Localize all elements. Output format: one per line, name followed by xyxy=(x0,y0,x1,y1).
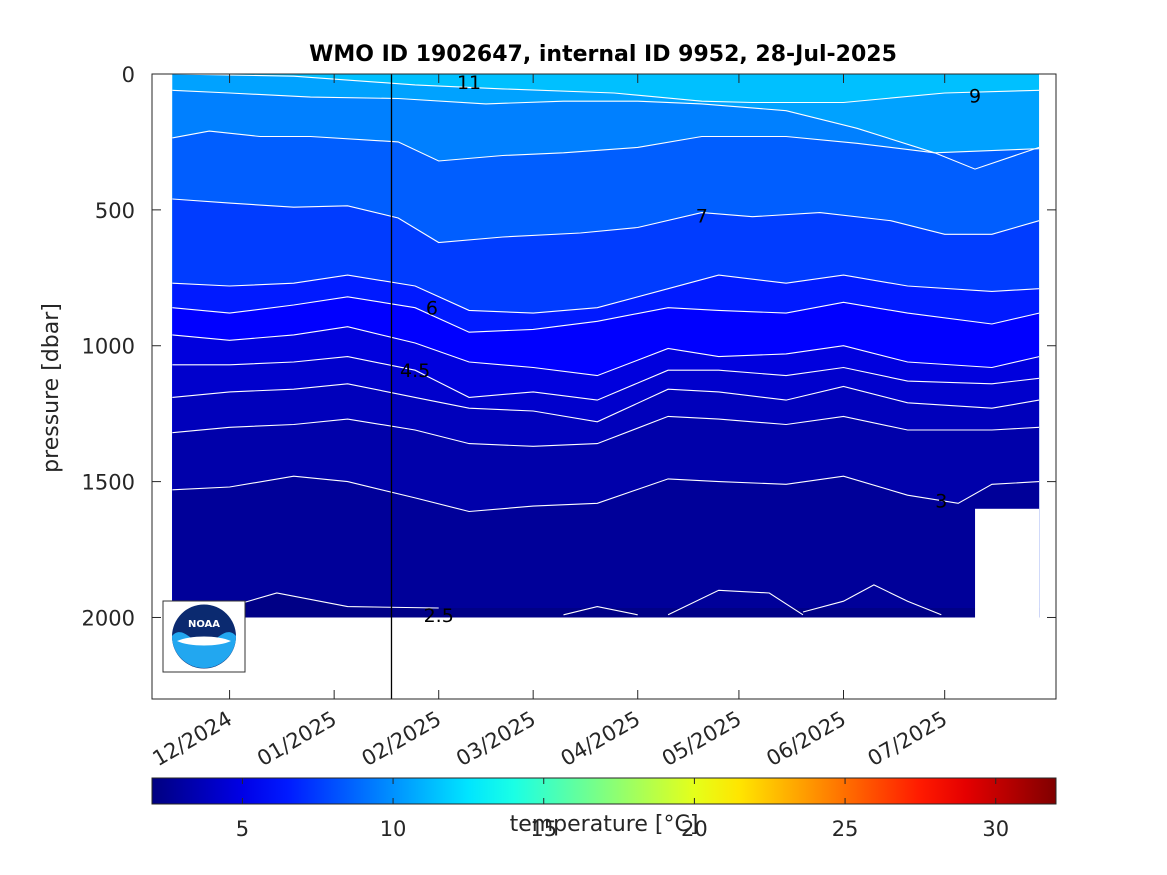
colorbar-tick-label: 5 xyxy=(236,817,249,841)
colorbar: 5 10 15 20 25 30 temperature [°C] xyxy=(151,777,1057,841)
colorbar-ticks: 5 10 15 20 25 30 xyxy=(236,778,1009,841)
fill-layer-below-3 xyxy=(172,476,1040,618)
x-tick-label: 12/2024 xyxy=(149,707,237,771)
fill-layer-below-2.5 xyxy=(172,593,1040,618)
colorbar-tick-label: 15 xyxy=(530,817,557,841)
colorbar-tick-label: 20 xyxy=(681,817,708,841)
contour-label: 2.5 xyxy=(424,605,454,627)
isotherm-4.5 xyxy=(172,356,1040,401)
y-axis-label: pressure [dbar] xyxy=(39,303,64,473)
x-tick-label: 06/2025 xyxy=(762,707,850,771)
svg-text:NOAA: NOAA xyxy=(188,619,220,630)
isotherm-9 xyxy=(172,130,1040,162)
isotherm-3 xyxy=(172,475,1040,513)
y-tick-label: 0 xyxy=(122,63,135,87)
x-tick-label: 01/2025 xyxy=(253,707,341,771)
isotherm-2.5 xyxy=(667,589,804,616)
contour-label: 6 xyxy=(426,298,438,320)
x-tick-label: 07/2025 xyxy=(864,707,952,771)
contour-label: 4.5 xyxy=(400,360,430,382)
axes-box xyxy=(151,73,1057,700)
colorbar-gradient xyxy=(151,777,1057,805)
isotherm-2.5 xyxy=(563,606,638,616)
y-tick-label: 1500 xyxy=(82,471,135,495)
plot-area: 11 9 7 6 4.5 3 2.5 0 500 1000 1500 2000 12/2024 01/… xyxy=(82,63,1057,771)
y-tick-label: 500 xyxy=(95,199,135,223)
isotherm-4 xyxy=(172,383,1040,423)
isotherm-5 xyxy=(172,326,1040,377)
noaa-logo: NOAA xyxy=(162,600,246,673)
contour-label: 9 xyxy=(969,86,981,108)
isotherm-2.5 xyxy=(802,584,942,616)
contour-fills xyxy=(172,74,1040,618)
contour-label: 7 xyxy=(696,205,708,227)
isotherm-11 xyxy=(172,74,1040,104)
x-tick-label: 03/2025 xyxy=(452,707,540,771)
y-axis-ticks: 0 500 1000 1500 2000 xyxy=(82,63,1056,630)
colorbar-tick-label: 30 xyxy=(982,817,1009,841)
missing-data-regions xyxy=(975,508,1040,619)
isotherm-3.5 xyxy=(172,415,1040,447)
x-tick-label: 02/2025 xyxy=(358,707,446,771)
missing-region xyxy=(975,508,1040,619)
x-tick-label: 05/2025 xyxy=(658,707,746,771)
contour-label: 11 xyxy=(457,72,481,94)
isotherm-2.5 xyxy=(229,592,439,609)
contour-labels: 11 9 7 6 4.5 3 2.5 xyxy=(400,72,981,627)
colorbar-label: temperature [°C] xyxy=(510,812,699,837)
chart-title: WMO ID 1902647, internal ID 9952, 28-Jul… xyxy=(309,42,897,67)
isotherm-8 xyxy=(172,198,1040,244)
contour-label: 3 xyxy=(935,491,947,513)
contour-lines xyxy=(172,74,1040,616)
y-tick-label: 2000 xyxy=(82,606,135,630)
y-tick-label: 1000 xyxy=(82,335,135,359)
isotherm-6 xyxy=(172,296,1040,333)
colorbar-tick-label: 25 xyxy=(832,817,859,841)
x-tick-label: 04/2025 xyxy=(557,707,645,771)
colorbar-tick-label: 10 xyxy=(380,817,407,841)
isotherm-7 xyxy=(172,274,1040,314)
